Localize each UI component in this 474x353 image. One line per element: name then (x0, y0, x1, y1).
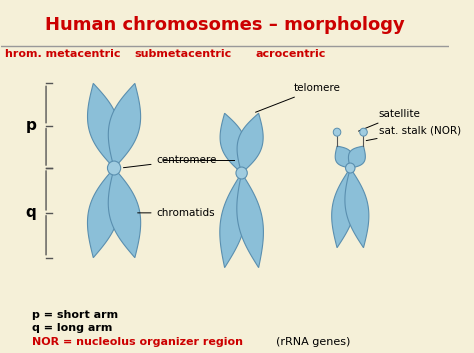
Text: acrocentric: acrocentric (256, 48, 326, 59)
Circle shape (108, 161, 121, 175)
Text: p: p (26, 118, 36, 133)
Polygon shape (237, 113, 263, 173)
Text: NOR = nucleolus organizer region: NOR = nucleolus organizer region (32, 337, 243, 347)
Text: hrom. metacentric: hrom. metacentric (5, 48, 121, 59)
Polygon shape (332, 168, 356, 248)
Circle shape (360, 128, 367, 136)
Polygon shape (220, 173, 246, 268)
Polygon shape (88, 168, 120, 258)
Text: centromere: centromere (123, 155, 217, 168)
Polygon shape (348, 146, 365, 168)
Circle shape (346, 163, 355, 173)
Text: q = long arm: q = long arm (32, 323, 112, 333)
Text: Human chromosomes – morphology: Human chromosomes – morphology (45, 16, 404, 34)
Text: q: q (26, 205, 36, 220)
Polygon shape (220, 113, 246, 173)
Circle shape (333, 128, 341, 136)
Text: sat. stalk (NOR): sat. stalk (NOR) (366, 125, 461, 140)
Text: telomere: telomere (255, 83, 340, 112)
Text: p = short arm: p = short arm (32, 310, 118, 321)
Polygon shape (335, 146, 352, 168)
Text: (rRNA genes): (rRNA genes) (276, 337, 350, 347)
Text: submetacentric: submetacentric (135, 48, 232, 59)
Polygon shape (345, 168, 369, 248)
Circle shape (236, 167, 247, 179)
Text: chromatids: chromatids (137, 208, 215, 218)
Text: satellite: satellite (358, 109, 420, 131)
Polygon shape (237, 173, 264, 268)
Polygon shape (88, 83, 120, 168)
Polygon shape (108, 168, 141, 258)
Polygon shape (108, 83, 141, 168)
